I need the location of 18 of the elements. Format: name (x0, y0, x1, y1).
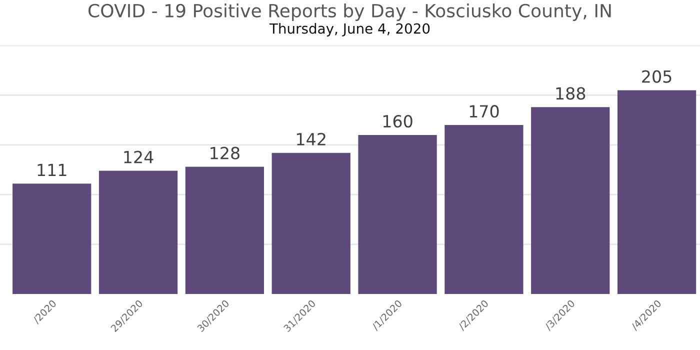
data-label: 128 (210, 146, 240, 160)
data-label: 160 (383, 114, 412, 128)
chart-title: COVID - 19 Positive Reports by Day - Kosciusko County, IN (88, 4, 611, 21)
chart-subtitle: Thursday, June 4, 2020 (269, 23, 430, 36)
bar (185, 166, 264, 294)
data-label: 205 (642, 70, 672, 83)
bar (531, 107, 610, 294)
bar (272, 152, 350, 294)
data-label: 124 (124, 150, 154, 164)
data-label: 170 (470, 105, 499, 118)
bar (98, 170, 178, 294)
data-label: 188 (556, 87, 586, 100)
data-label: 142 (297, 132, 326, 146)
bar (358, 134, 437, 294)
bar (617, 90, 696, 294)
bar (12, 184, 92, 294)
data-label: 111 (38, 164, 66, 176)
bar (444, 125, 524, 294)
